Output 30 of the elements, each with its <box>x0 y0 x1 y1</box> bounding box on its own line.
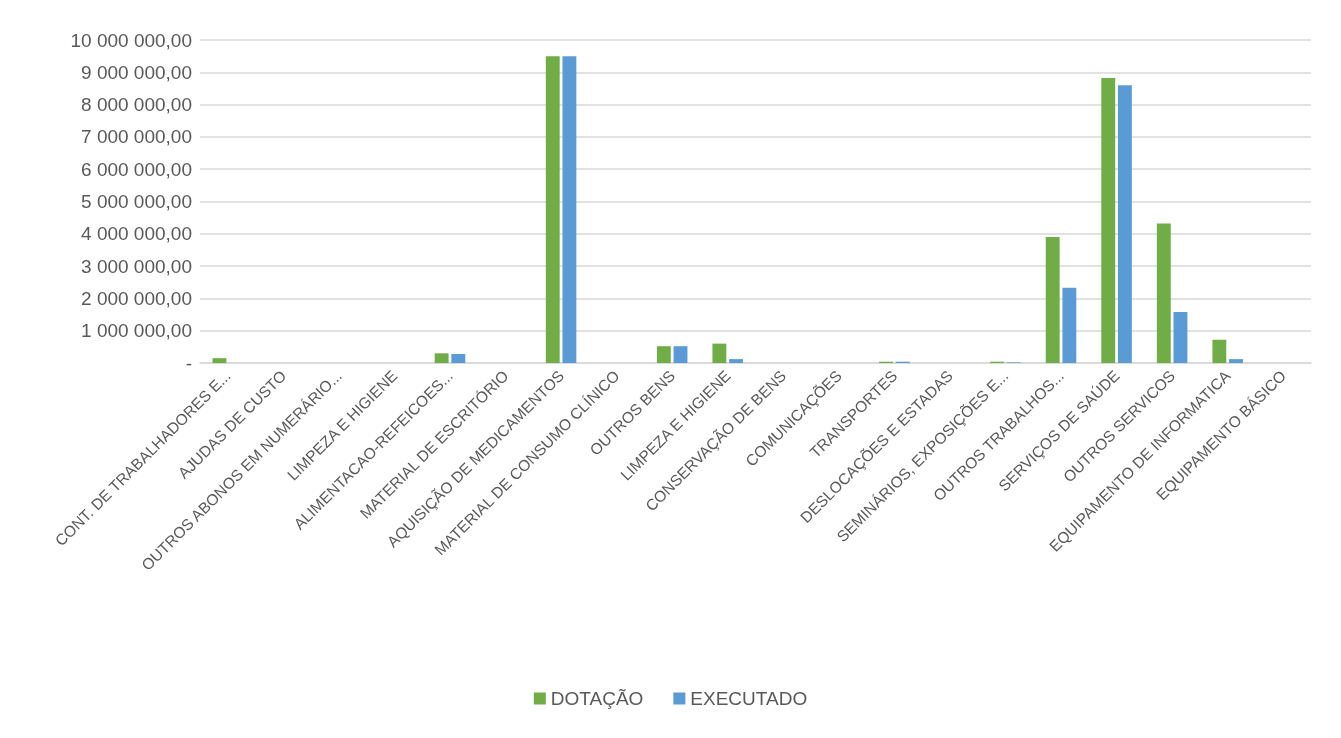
y-tick-label: 8 000 000,00 <box>81 94 192 116</box>
bar <box>1173 311 1188 363</box>
bar <box>545 56 560 363</box>
y-tick-label: 6 000 000,00 <box>81 158 192 180</box>
y-tick-label: 2 000 000,00 <box>81 287 192 309</box>
y-tick-label: 9 000 000,00 <box>81 61 192 83</box>
bar <box>562 56 577 363</box>
bar <box>673 346 688 363</box>
bar <box>1045 237 1060 363</box>
bar <box>1229 359 1243 363</box>
bar <box>656 346 671 363</box>
bar <box>1212 339 1227 363</box>
legend-label: DOTAÇÃO <box>550 688 644 709</box>
bar <box>212 358 227 363</box>
bar <box>729 359 743 363</box>
y-tick-label: 3 000 000,00 <box>81 255 192 277</box>
bar <box>434 353 449 363</box>
bar <box>1117 85 1132 363</box>
y-tick-label: 4 000 000,00 <box>81 223 192 245</box>
y-tick-label: 7 000 000,00 <box>81 126 192 148</box>
y-tick-label: 5 000 000,00 <box>81 191 192 212</box>
legend-label: EXECUTADO <box>690 688 808 709</box>
y-tick-label: 10 000 000,00 <box>70 29 192 51</box>
bar <box>1101 78 1116 363</box>
bar <box>1062 287 1077 363</box>
y-tick-label: 1 000 000,00 <box>81 320 192 342</box>
bar <box>712 343 727 363</box>
y-tick-label: - <box>185 352 192 374</box>
bar <box>451 353 466 363</box>
bar <box>1156 223 1171 363</box>
